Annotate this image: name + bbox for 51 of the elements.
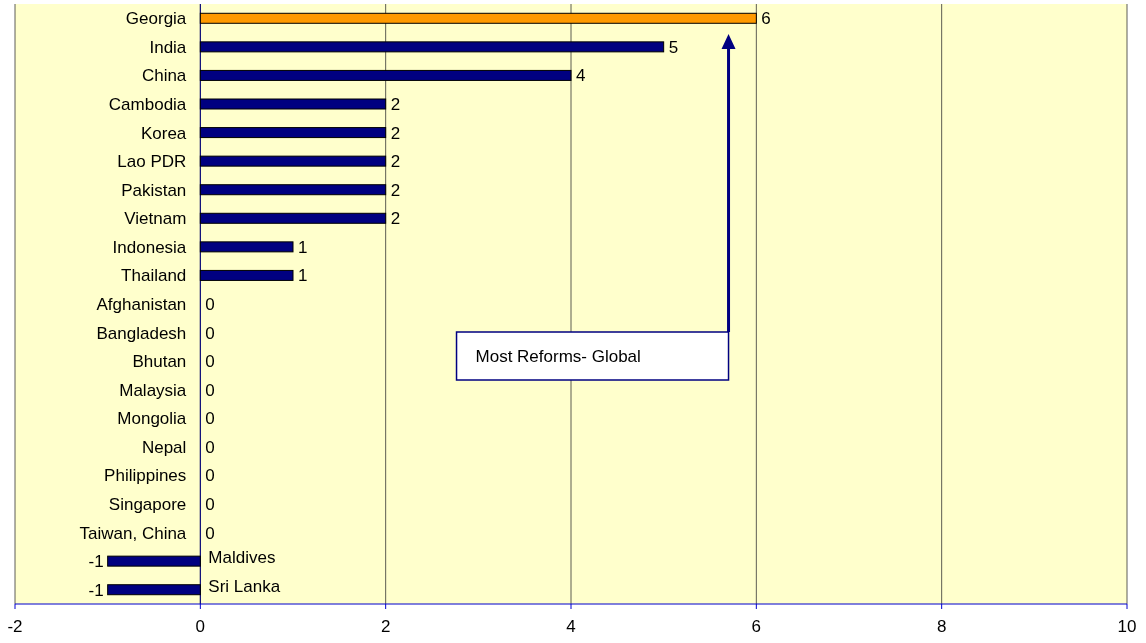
data-label: 0 xyxy=(205,466,215,486)
data-label: 1 xyxy=(298,266,308,286)
y-tick-label: Malaysia xyxy=(119,380,187,400)
y-tick-label: Bangladesh xyxy=(96,323,187,343)
y-tick-label: Maldives xyxy=(208,548,276,568)
data-label: 1 xyxy=(298,237,308,257)
x-tick-label: 2 xyxy=(380,617,391,636)
data-label: 6 xyxy=(761,9,771,29)
data-label: 5 xyxy=(668,37,679,57)
data-label: 0 xyxy=(205,380,215,400)
y-tick-label: Philippines xyxy=(104,466,187,486)
data-label: 0 xyxy=(205,523,215,543)
data-label: 2 xyxy=(390,94,401,114)
y-tick-label: Nepal xyxy=(141,437,187,457)
y-tick-label: Vietnam xyxy=(124,209,187,229)
data-label: 0 xyxy=(205,294,215,314)
y-tick-label: Sri Lanka xyxy=(208,576,281,596)
x-tick-label: 10 xyxy=(1117,617,1137,636)
data-label: 4 xyxy=(576,66,586,86)
annotation: Most Reforms- Global xyxy=(475,346,641,366)
y-tick-label: Taiwan, China xyxy=(79,523,187,543)
y-tick-label: India xyxy=(149,37,187,57)
y-tick-label: Singapore xyxy=(108,494,187,514)
bar xyxy=(199,12,757,24)
data-label: 0 xyxy=(205,494,215,514)
x-tick-label: -2 xyxy=(7,617,23,636)
y-tick-label: Afghanistan xyxy=(96,294,187,314)
y-tick-label: China xyxy=(141,66,187,86)
data-label: 0 xyxy=(205,437,215,457)
data-label: 2 xyxy=(390,152,401,172)
data-label: 2 xyxy=(390,123,401,143)
y-tick-label: Georgia xyxy=(125,9,187,29)
y-tick-label: Bhutan xyxy=(132,352,187,372)
data-label: 2 xyxy=(390,180,401,200)
data-label: 2 xyxy=(390,209,401,229)
data-label: 0 xyxy=(205,323,215,343)
y-tick-label: Mongolia xyxy=(117,409,187,429)
x-tick-label: 8 xyxy=(936,617,947,636)
y-tick-label: Indonesia xyxy=(112,237,187,257)
data-label: -1 xyxy=(88,552,104,572)
data-label: 0 xyxy=(205,409,215,429)
data-label: -1 xyxy=(88,580,104,600)
y-tick-label: Pakistan xyxy=(121,180,187,200)
data-label: 0 xyxy=(205,352,215,372)
y-tick-label: Cambodia xyxy=(108,94,187,114)
y-tick-label: Korea xyxy=(140,123,187,143)
y-tick-label: Lao PDR xyxy=(117,152,187,172)
y-tick-label: Thailand xyxy=(121,266,187,286)
x-tick-label: 0 xyxy=(195,617,206,636)
x-tick-label: 4 xyxy=(566,617,576,636)
x-tick-label: 6 xyxy=(751,617,762,636)
